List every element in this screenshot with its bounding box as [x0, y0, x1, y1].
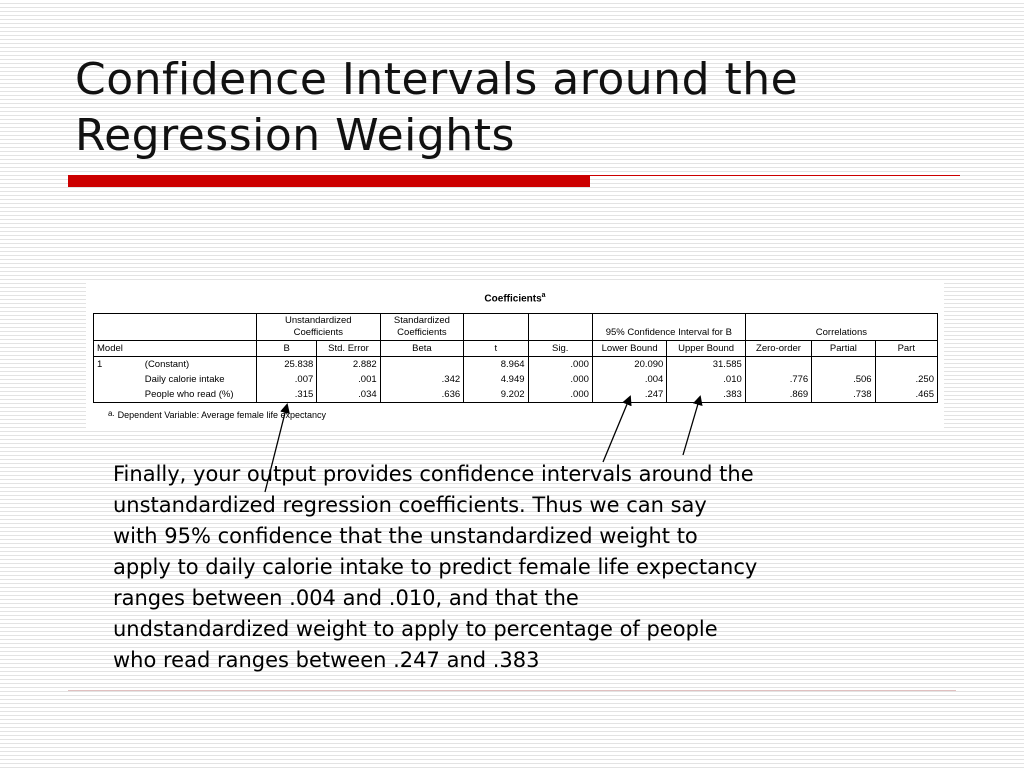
col-lower-bound: Lower Bound [591, 340, 668, 357]
cell-model [92, 372, 142, 387]
table-row-constant: 1 (Constant) 25.838 2.882 8.964 .000 20.… [92, 356, 939, 372]
header-sig-blank [527, 313, 593, 341]
cell-partial: .738 [811, 387, 876, 403]
col-beta: Beta [379, 340, 465, 357]
cell-zero-order: .776 [744, 372, 813, 387]
cell-beta: .636 [379, 387, 465, 403]
header-unstandardized: Unstandardized Coefficients [255, 313, 381, 341]
cell-zero-order: .869 [744, 387, 813, 403]
header-blank [93, 313, 257, 341]
cell-t: 4.949 [463, 372, 529, 387]
title-line-2: Regression Weights [75, 110, 515, 161]
coefficients-table: Unstandardized Coefficients Standardized… [92, 313, 939, 403]
col-t: t [463, 340, 529, 357]
table-row-calorie: Daily calorie intake .007 .001 .342 4.94… [92, 372, 939, 387]
footnote-text: Dependent Variable: Average female life … [117, 410, 326, 420]
spss-output: Coefficientsa Unstandardized Coefficient… [86, 282, 944, 428]
body-paragraph: Finally, your output provides confidence… [113, 462, 758, 672]
header-ci: 95% Confidence Interval for B [591, 313, 746, 341]
cell-model: 1 [92, 356, 142, 372]
col-b: B [255, 340, 318, 357]
footer-rule [68, 690, 956, 691]
cell-upper: .010 [666, 372, 746, 387]
cell-lower: .004 [591, 372, 668, 387]
cell-b: 25.838 [255, 356, 318, 372]
table-row-read: People who read (%) .315 .034 .636 9.202… [92, 387, 939, 403]
footnote-marker: a. [108, 409, 115, 418]
cell-upper: .383 [666, 387, 746, 403]
header-standardized: Standardized Coefficients [379, 313, 465, 341]
header-row-1: Unstandardized Coefficients Standardized… [93, 313, 939, 341]
col-upper-bound: Upper Bound [666, 340, 746, 357]
cell-sig: .000 [527, 372, 593, 387]
cell-upper: 31.585 [666, 356, 746, 372]
cell-beta: .342 [379, 372, 465, 387]
table-caption: Coefficientsa [484, 292, 546, 305]
header-t-blank [463, 313, 529, 341]
cell-sig: .000 [527, 356, 593, 372]
header-row-2: Model B Std. Error Beta t Sig. Lower Bou… [93, 340, 939, 357]
title-rule-thin [590, 175, 960, 176]
cell-beta [379, 356, 465, 372]
cell-t: 8.964 [463, 356, 529, 372]
cell-se: .034 [316, 387, 381, 403]
cell-se: .001 [316, 372, 381, 387]
cell-zero-order [744, 356, 813, 372]
cell-part: .465 [874, 387, 939, 403]
col-zero-order: Zero-order [744, 340, 813, 357]
cell-lower: 20.090 [591, 356, 668, 372]
cell-b: .315 [255, 387, 318, 403]
title-rule-red [68, 175, 590, 187]
header-correlations: Correlations [744, 313, 939, 341]
col-model: Model [93, 340, 257, 357]
cell-se: 2.882 [316, 356, 381, 372]
cell-model [92, 387, 142, 403]
caption-footnote-marker: a [541, 292, 546, 299]
cell-partial [811, 356, 876, 372]
title-line-1: Confidence Intervals around the [75, 54, 799, 105]
cell-part: .250 [874, 372, 939, 387]
cell-sig: .000 [527, 387, 593, 403]
cell-b: .007 [255, 372, 318, 387]
cell-partial: .506 [811, 372, 876, 387]
col-std-error: Std. Error [316, 340, 381, 357]
cell-label: (Constant) [141, 356, 257, 372]
table-footnote: a. Dependent Variable: Average female lif… [108, 409, 326, 420]
cell-t: 9.202 [463, 387, 529, 403]
col-sig: Sig. [527, 340, 593, 357]
cell-label: People who read (%) [141, 387, 257, 403]
cell-lower: .247 [591, 387, 668, 403]
cell-part [874, 356, 939, 372]
col-part: Part [874, 340, 939, 357]
slide-title: Confidence Intervals around the Regressi… [75, 52, 975, 164]
col-partial: Partial [811, 340, 876, 357]
cell-label: Daily calorie intake [141, 372, 257, 387]
